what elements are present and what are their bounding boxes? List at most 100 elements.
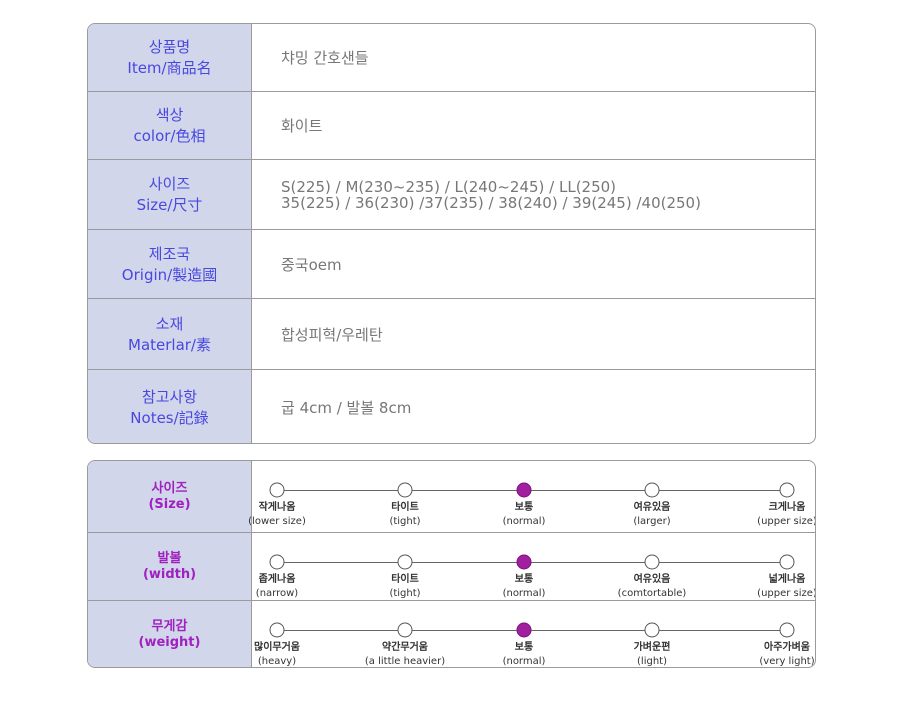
value-line: 화이트 — [281, 117, 323, 135]
scale-line — [277, 630, 787, 631]
row-label: 참고사항 Notes/記錄 — [88, 370, 252, 443]
option-dot — [779, 622, 795, 638]
option-dot — [269, 554, 285, 570]
label-line: (weight) — [138, 635, 201, 650]
value-line: 합성피혁/우레탄 — [281, 325, 383, 344]
option-desc: (upper size) — [757, 588, 816, 599]
row-value: 합성피혁/우레탄 — [281, 299, 383, 370]
option-name: 약간무거움 — [381, 642, 428, 653]
option-dot — [644, 482, 660, 498]
option-dot — [516, 482, 532, 498]
info-row: 상품명 Item/商品名 챠밍 간호샌들 — [88, 24, 815, 91]
label-line: (width) — [142, 567, 197, 582]
option-dot — [779, 554, 795, 570]
option-name: 넓게나옴 — [768, 574, 806, 585]
option-label: 여유있음 (comtortable) — [618, 573, 687, 601]
option-dot — [397, 482, 413, 498]
option-label: 보통 (normal) — [503, 501, 546, 529]
scale-line — [277, 490, 787, 491]
row-value: 화이트 — [281, 92, 322, 160]
value-line: S(225) / M(230~235) / L(240~245) / LL(25… — [281, 178, 617, 196]
label-line: 색상 — [155, 106, 184, 124]
option-desc: (normal) — [502, 656, 546, 667]
value-line: 35(225) / 36(230) /37(235) / 38(240) / 3… — [281, 194, 701, 212]
option-label: 넓게나옴 (upper size) — [757, 573, 816, 601]
option-dot — [644, 554, 660, 570]
option-name: 보통 — [514, 502, 534, 513]
option-desc: (upper size) — [757, 516, 816, 527]
info-row: 소재 Materlar/素 합성피혁/우레탄 — [88, 298, 815, 370]
option-name: 크게나옴 — [768, 502, 806, 513]
option-dot — [269, 482, 285, 498]
option-desc: (normal) — [502, 588, 546, 599]
value-line: 중국oem — [281, 255, 342, 274]
option-label: 좁게나옴 (narrow) — [256, 573, 298, 601]
option-name: 가벼운편 — [633, 642, 671, 653]
option-label: 여유있음 (larger) — [633, 501, 670, 529]
option-label: 타이트 (tight) — [389, 573, 420, 601]
option-dot — [397, 622, 413, 638]
option-name: 타이트 — [391, 502, 419, 513]
row-label: 상품명 Item/商品名 — [88, 24, 252, 91]
value-line: 굽 4cm / 발볼 8cm — [281, 398, 412, 417]
info-row: 제조국 Origin/製造國 중국oem — [88, 229, 815, 299]
option-label: 가벼운편 (light) — [633, 641, 671, 667]
info-row: 참고사항 Notes/記錄 굽 4cm / 발볼 8cm — [88, 369, 815, 443]
option-desc: (very light) — [759, 656, 815, 667]
row-label: 소재 Materlar/素 — [88, 299, 252, 370]
label-line: Origin/製造國 — [121, 265, 218, 284]
option-label: 약간무거움 (a little heavier) — [365, 641, 445, 667]
row-label: 색상 color/色相 — [88, 92, 252, 160]
fit-row: 무게감 (weight) 많이무거움 (heavy) 약간무거움 (a little he… — [88, 600, 815, 667]
option-name: 작게나옴 — [258, 502, 296, 513]
option-name: 여유있음 — [633, 502, 671, 513]
option-name: 많이무거움 — [254, 642, 300, 653]
label-line: Notes/記錄 — [130, 408, 209, 427]
option-desc: (tight) — [389, 516, 421, 527]
label-line: Materlar/素 — [128, 335, 211, 354]
option-label: 타이트 (tight) — [389, 501, 420, 529]
label-line: 무게감 — [151, 619, 188, 634]
label-line: 상품명 — [148, 37, 191, 56]
option-name: 보통 — [514, 642, 534, 653]
option-dot — [644, 622, 660, 638]
option-name: 보통 — [514, 574, 534, 585]
option-desc: (tight) — [389, 588, 421, 599]
label-line: Item/商品名 — [127, 58, 212, 77]
label-line: 사이즈 — [148, 175, 191, 193]
row-value: 챠밍 간호샌들 — [281, 24, 369, 91]
option-dot — [269, 622, 285, 638]
option-dot — [397, 554, 413, 570]
label-line: color/色相 — [133, 127, 206, 145]
row-label: 제조국 Origin/製造國 — [88, 230, 252, 299]
row-value: 중국oem — [281, 230, 342, 299]
fit-table: 사이즈 (Size) 작게나옴 (lower size) 타이트 (tight) 보통 (no… — [87, 460, 816, 668]
option-desc: (lower size) — [248, 516, 306, 527]
option-desc: (comtortable) — [617, 588, 687, 599]
label-line: (Size) — [148, 496, 191, 512]
option-label: 아주가벼움 (very light) — [759, 641, 815, 667]
option-name: 여유있음 — [633, 574, 671, 585]
value-line: 챠밍 간호샌들 — [281, 48, 369, 67]
row-label: 사이즈 (Size) — [88, 461, 252, 532]
fit-row: 발볼 (width) 좁게나옴 (narrow) 타이트 (tight) 보통 (normal… — [88, 532, 815, 601]
info-row: 색상 color/色相 화이트 — [88, 91, 815, 160]
label-line: Size/尺寸 — [136, 196, 203, 214]
row-value: S(225) / M(230~235) / L(240~245) / LL(25… — [281, 160, 701, 230]
label-line: 소재 — [155, 314, 184, 333]
scale-line — [277, 562, 787, 563]
row-label: 사이즈 Size/尺寸 — [88, 160, 252, 230]
option-label: 보통 (normal) — [502, 641, 546, 667]
row-label: 발볼 (width) — [88, 533, 252, 601]
option-label: 많이무거움 (heavy) — [254, 641, 300, 667]
row-label: 무게감 (weight) — [88, 601, 252, 667]
option-label: 보통 (normal) — [503, 573, 546, 601]
option-name: 좁게나옴 — [258, 574, 296, 585]
option-name: 아주가벼움 — [764, 642, 810, 653]
option-desc: (normal) — [502, 516, 546, 527]
option-label: 크게나옴 (upper size) — [757, 501, 816, 529]
option-desc: (narrow) — [255, 588, 299, 599]
label-line: 사이즈 — [151, 480, 188, 496]
